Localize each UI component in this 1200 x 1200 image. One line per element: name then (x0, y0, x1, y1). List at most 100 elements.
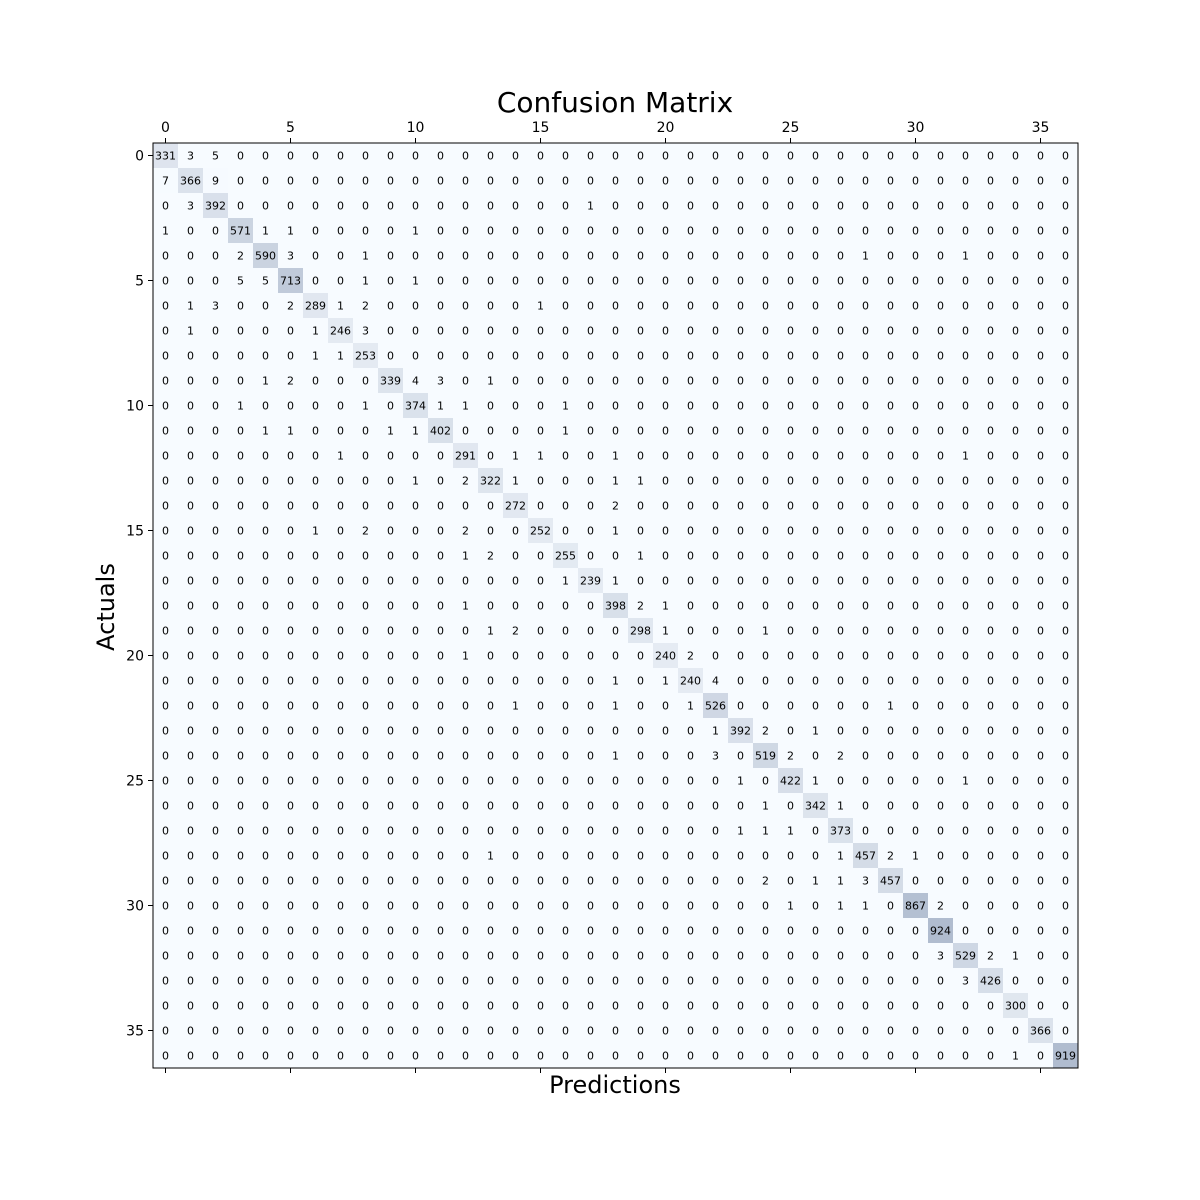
cell-value-36-2: 0 (212, 1050, 219, 1063)
cell-19-36 (1053, 618, 1079, 644)
cell-31-24 (753, 918, 779, 944)
cell-value-19-7: 0 (337, 625, 344, 638)
cell-15-36 (1053, 518, 1079, 544)
cell-value-13-22: 0 (712, 475, 719, 488)
cell-31-27 (828, 918, 854, 944)
cell-value-0-16: 0 (562, 150, 569, 163)
cell-value-13-14: 1 (512, 475, 519, 488)
cell-value-23-11: 0 (437, 725, 444, 738)
cell-value-19-8: 0 (362, 625, 369, 638)
cell-value-30-1: 0 (187, 900, 194, 913)
cell-value-36-0: 0 (162, 1050, 169, 1063)
cell-27-29 (878, 818, 904, 844)
cell-11-26 (803, 418, 829, 444)
cell-31-31 (928, 918, 954, 944)
cell-2-34 (1003, 193, 1029, 219)
cell-value-35-2: 0 (212, 1025, 219, 1038)
cell-value-0-14: 0 (512, 150, 519, 163)
cell-value-14-9: 0 (387, 500, 394, 513)
cell-value-9-34: 0 (1012, 375, 1019, 388)
cell-value-32-9: 0 (387, 950, 394, 963)
cell-value-1-9: 0 (387, 175, 394, 188)
cell-value-8-5: 0 (287, 350, 294, 363)
cell-value-10-3: 1 (237, 400, 244, 413)
cell-value-36-32: 0 (962, 1050, 969, 1063)
cell-value-8-20: 0 (662, 350, 669, 363)
cell-value-25-4: 0 (262, 775, 269, 788)
cell-value-33-11: 0 (437, 975, 444, 988)
cell-value-16-10: 0 (412, 550, 419, 563)
cell-19-34 (1003, 618, 1029, 644)
cell-32-14 (503, 943, 529, 969)
cell-value-17-9: 0 (387, 575, 394, 588)
cell-value-29-19: 0 (637, 875, 644, 888)
cell-28-9 (378, 843, 404, 869)
cell-35-0 (153, 1018, 179, 1044)
cell-value-10-19: 0 (637, 400, 644, 413)
cell-31-6 (303, 918, 329, 944)
cell-13-22 (703, 468, 729, 494)
cell-value-13-10: 1 (412, 475, 419, 488)
cell-value-0-1: 3 (187, 150, 194, 163)
cell-value-8-29: 0 (887, 350, 894, 363)
cell-15-21 (678, 518, 704, 544)
cell-value-22-7: 0 (337, 700, 344, 713)
cell-value-11-10: 1 (412, 425, 419, 438)
cell-2-26 (803, 193, 829, 219)
cell-value-17-5: 0 (287, 575, 294, 588)
cell-9-26 (803, 368, 829, 394)
cell-11-15 (528, 418, 554, 444)
cell-value-4-33: 0 (987, 250, 994, 263)
cell-24-15 (528, 743, 554, 769)
cell-32-26 (803, 943, 829, 969)
cell-13-27 (828, 468, 854, 494)
cell-10-11 (428, 393, 454, 419)
cell-value-2-33: 0 (987, 200, 994, 213)
cell-value-3-24: 0 (762, 225, 769, 238)
cell-value-30-17: 0 (587, 900, 594, 913)
cell-value-9-12: 0 (462, 375, 469, 388)
cell-value-16-6: 0 (312, 550, 319, 563)
cell-11-27 (828, 418, 854, 444)
cell-value-29-1: 0 (187, 875, 194, 888)
cell-value-2-36: 0 (1062, 200, 1069, 213)
cell-value-3-19: 0 (637, 225, 644, 238)
cell-value-1-33: 0 (987, 175, 994, 188)
cell-value-4-6: 0 (312, 250, 319, 263)
cell-value-17-34: 0 (1012, 575, 1019, 588)
cell-value-1-24: 0 (762, 175, 769, 188)
cell-value-28-31: 0 (937, 850, 944, 863)
cell-value-12-6: 0 (312, 450, 319, 463)
cell-value-0-10: 0 (412, 150, 419, 163)
cell-value-15-7: 0 (337, 525, 344, 538)
cell-27-11 (428, 818, 454, 844)
cell-16-2 (203, 543, 229, 569)
cell-5-16 (553, 268, 579, 294)
cell-value-18-16: 0 (562, 600, 569, 613)
cell-29-35 (1028, 868, 1054, 894)
cell-value-3-17: 0 (587, 225, 594, 238)
cell-14-14 (503, 493, 529, 519)
cell-20-10 (403, 643, 429, 669)
cell-value-11-15: 0 (537, 425, 544, 438)
cell-value-2-3: 0 (237, 200, 244, 213)
cell-9-18 (603, 368, 629, 394)
cell-7-25 (778, 318, 804, 344)
cell-value-7-24: 0 (762, 325, 769, 338)
cell-value-18-25: 0 (787, 600, 794, 613)
cell-24-10 (403, 743, 429, 769)
cell-value-30-0: 0 (162, 900, 169, 913)
cell-23-0 (153, 718, 179, 744)
cell-0-2 (203, 143, 229, 169)
cell-24-23 (728, 743, 754, 769)
cell-value-18-33: 0 (987, 600, 994, 613)
cell-26-27 (828, 793, 854, 819)
cell-value-19-18: 0 (612, 625, 619, 638)
cell-8-5 (278, 343, 304, 369)
cell-value-9-25: 0 (787, 375, 794, 388)
cell-16-13 (478, 543, 504, 569)
cell-7-32 (953, 318, 979, 344)
cell-value-14-36: 0 (1062, 500, 1069, 513)
cell-20-21 (678, 643, 704, 669)
cell-value-14-31: 0 (937, 500, 944, 513)
